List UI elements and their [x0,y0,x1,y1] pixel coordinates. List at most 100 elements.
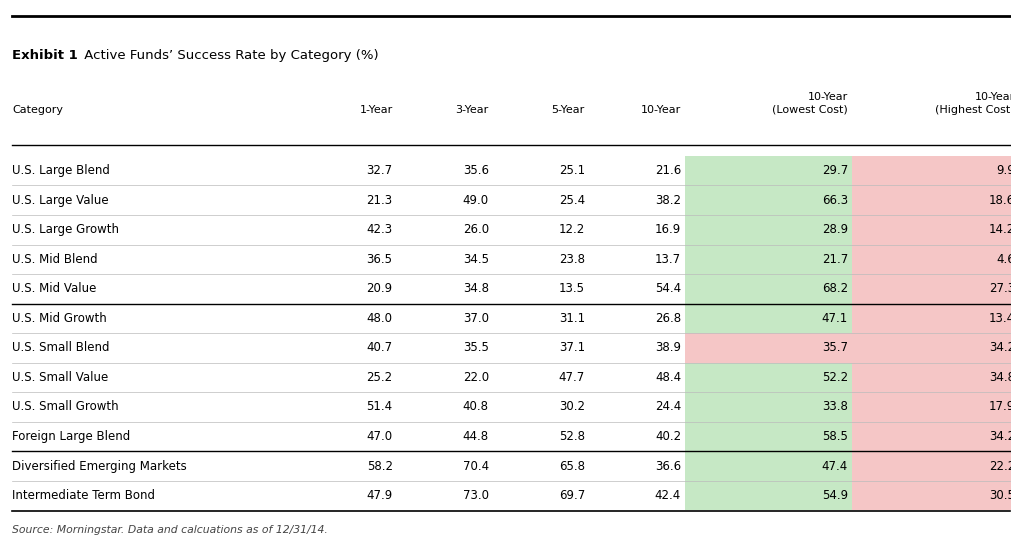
Text: Category: Category [12,105,63,115]
Text: 25.1: 25.1 [558,164,584,177]
Text: U.S. Mid Value: U.S. Mid Value [12,282,96,295]
Text: U.S. Mid Blend: U.S. Mid Blend [12,253,98,266]
Text: 69.7: 69.7 [558,489,584,502]
Text: 28.9: 28.9 [821,223,847,236]
Text: 48.0: 48.0 [366,312,392,325]
Text: 29.7: 29.7 [821,164,847,177]
Text: 35.7: 35.7 [821,341,847,354]
Text: 51.4: 51.4 [366,400,392,414]
Bar [684,245,851,274]
Text: U.S. Large Blend: U.S. Large Blend [12,164,110,177]
Text: 34.2: 34.2 [988,430,1011,443]
Text: 10-Year: 10-Year [640,105,680,115]
Text: 32.7: 32.7 [366,164,392,177]
Text: U.S. Small Value: U.S. Small Value [12,371,108,384]
Text: 16.9: 16.9 [654,223,680,236]
Text: 3-Year: 3-Year [455,105,488,115]
Text: 13.7: 13.7 [654,253,680,266]
Text: 48.4: 48.4 [654,371,680,384]
Text: Foreign Large Blend: Foreign Large Blend [12,430,130,443]
Bar [684,363,851,392]
Text: 70.4: 70.4 [462,459,488,473]
Text: 30.2: 30.2 [558,400,584,414]
Text: 22.0: 22.0 [462,371,488,384]
Bar [684,215,851,245]
Text: 25.4: 25.4 [558,194,584,207]
Text: U.S. Mid Growth: U.S. Mid Growth [12,312,107,325]
Bar [851,422,1011,451]
Text: 44.8: 44.8 [462,430,488,443]
Bar [851,185,1011,215]
Bar [684,451,851,481]
Text: 40.8: 40.8 [462,400,488,414]
Bar [851,245,1011,274]
Text: 35.5: 35.5 [462,341,488,354]
Text: 54.4: 54.4 [654,282,680,295]
Bar [851,215,1011,245]
Text: 47.9: 47.9 [366,489,392,502]
Text: 26.0: 26.0 [462,223,488,236]
Text: 40.7: 40.7 [366,341,392,354]
Text: 52.2: 52.2 [821,371,847,384]
Text: 31.1: 31.1 [558,312,584,325]
Text: 12.2: 12.2 [558,223,584,236]
Text: 17.9: 17.9 [988,400,1011,414]
Text: 27.3: 27.3 [988,282,1011,295]
Text: U.S. Small Growth: U.S. Small Growth [12,400,118,414]
Text: Source: Morningstar. Data and calcuations as of 12/31/14.: Source: Morningstar. Data and calcuation… [12,525,328,535]
Bar [684,274,851,304]
Bar [851,392,1011,422]
Bar [684,422,851,451]
Bar [684,185,851,215]
Text: U.S. Large Growth: U.S. Large Growth [12,223,119,236]
Text: 34.5: 34.5 [462,253,488,266]
Bar [851,363,1011,392]
Text: 38.2: 38.2 [654,194,680,207]
Bar [684,481,851,510]
Text: 5-Year: 5-Year [551,105,584,115]
Text: Exhibit 1: Exhibit 1 [12,49,78,62]
Text: 49.0: 49.0 [462,194,488,207]
Text: 40.2: 40.2 [654,430,680,443]
Text: 47.1: 47.1 [821,312,847,325]
Text: 25.2: 25.2 [366,371,392,384]
Text: 4.6: 4.6 [995,253,1011,266]
Text: 1-Year: 1-Year [359,105,392,115]
Text: U.S. Large Value: U.S. Large Value [12,194,108,207]
Text: 37.0: 37.0 [462,312,488,325]
Bar [684,392,851,422]
Text: 13.4: 13.4 [988,312,1011,325]
Text: 34.2: 34.2 [988,341,1011,354]
Text: 26.8: 26.8 [654,312,680,325]
Text: 33.8: 33.8 [821,400,847,414]
Bar [851,156,1011,185]
Bar [684,333,851,363]
Text: 34.8: 34.8 [462,282,488,295]
Text: 35.6: 35.6 [462,164,488,177]
Text: 47.7: 47.7 [558,371,584,384]
Text: 52.8: 52.8 [558,430,584,443]
Text: 14.2: 14.2 [988,223,1011,236]
Text: 58.5: 58.5 [821,430,847,443]
Text: 42.3: 42.3 [366,223,392,236]
Bar [851,481,1011,510]
Text: 65.8: 65.8 [558,459,584,473]
Text: 20.9: 20.9 [366,282,392,295]
Text: 10-Year
(Lowest Cost): 10-Year (Lowest Cost) [771,92,847,115]
Text: 21.7: 21.7 [821,253,847,266]
Text: 13.5: 13.5 [558,282,584,295]
Text: Diversified Emerging Markets: Diversified Emerging Markets [12,459,187,473]
Text: 66.3: 66.3 [821,194,847,207]
Bar [851,333,1011,363]
Text: 36.5: 36.5 [366,253,392,266]
Bar [851,274,1011,304]
Text: 68.2: 68.2 [821,282,847,295]
Text: 54.9: 54.9 [821,489,847,502]
Text: 34.8: 34.8 [988,371,1011,384]
Text: 18.6: 18.6 [988,194,1011,207]
Text: 22.2: 22.2 [988,459,1011,473]
Text: 47.4: 47.4 [821,459,847,473]
Text: Intermediate Term Bond: Intermediate Term Bond [12,489,155,502]
Text: 30.5: 30.5 [988,489,1011,502]
Text: 21.6: 21.6 [654,164,680,177]
